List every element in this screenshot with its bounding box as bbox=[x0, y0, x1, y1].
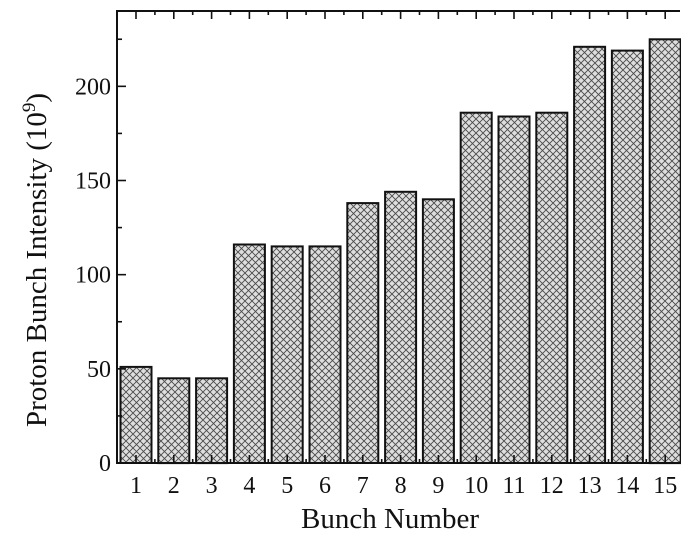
x-tick-label-14: 14 bbox=[615, 473, 639, 499]
x-tick-label-4: 4 bbox=[243, 473, 255, 499]
bar-7 bbox=[346, 202, 380, 464]
y-axis-title-exponent: 9 bbox=[19, 103, 40, 113]
y-axis-title-main: Proton Bunch Intensity (10 bbox=[21, 112, 53, 427]
x-axis-title: Bunch Number bbox=[301, 503, 479, 534]
bar-3 bbox=[195, 377, 229, 465]
bar-8 bbox=[384, 190, 418, 465]
bar-10 bbox=[459, 111, 493, 464]
plot-frame bbox=[116, 10, 680, 464]
x-tick-label-6: 6 bbox=[319, 473, 331, 499]
x-tick-label-7: 7 bbox=[357, 473, 369, 499]
y-tick-label-100: 100 bbox=[75, 263, 111, 289]
x-tick-label-10: 10 bbox=[464, 473, 488, 499]
y-axis-title-close: ) bbox=[21, 93, 53, 103]
y-tick-label-50: 50 bbox=[87, 357, 111, 383]
svg-text:Proton Bunch Intensity (109): Proton Bunch Intensity (109) bbox=[19, 93, 53, 427]
x-tick-label-12: 12 bbox=[540, 473, 564, 499]
bar-9 bbox=[421, 198, 455, 465]
bar-1 bbox=[119, 365, 153, 464]
x-tick-label-2: 2 bbox=[168, 473, 180, 499]
x-tick-label-8: 8 bbox=[395, 473, 407, 499]
x-tick-label-5: 5 bbox=[281, 473, 293, 499]
bar-2 bbox=[157, 377, 191, 465]
x-tick-label-11: 11 bbox=[502, 473, 525, 499]
x-tick-label-13: 13 bbox=[578, 473, 602, 499]
bar-14 bbox=[610, 49, 644, 464]
bar-13 bbox=[573, 45, 607, 465]
y-tick-label-150: 150 bbox=[75, 169, 111, 195]
y-tick-label-200: 200 bbox=[75, 74, 111, 100]
y-tick-label-0: 0 bbox=[99, 451, 111, 477]
x-tick-label-3: 3 bbox=[206, 473, 218, 499]
x-tick-label-9: 9 bbox=[432, 473, 444, 499]
bar-15 bbox=[648, 38, 681, 465]
bars-group bbox=[119, 38, 681, 465]
bar-4 bbox=[232, 243, 266, 464]
y-axis-title: Proton Bunch Intensity (109) bbox=[19, 93, 53, 427]
bar-11 bbox=[497, 115, 531, 464]
bar-12 bbox=[535, 111, 569, 464]
bar-5 bbox=[270, 245, 304, 464]
bar-6 bbox=[308, 245, 342, 464]
x-tick-label-15: 15 bbox=[653, 473, 677, 499]
x-tick-label-1: 1 bbox=[130, 473, 142, 499]
